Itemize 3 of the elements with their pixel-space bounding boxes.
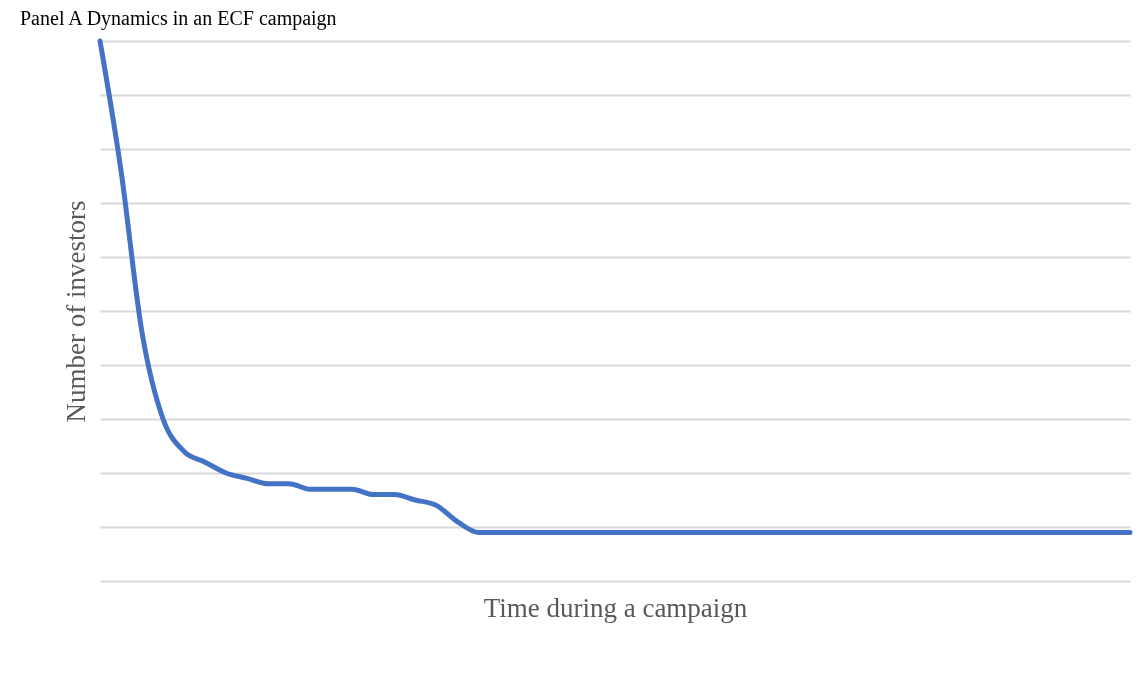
chart-title: Panel A Dynamics in an ECF campaign bbox=[20, 6, 337, 30]
y-axis-title: Number of investors bbox=[60, 200, 91, 423]
x-axis-title: Time during a campaign bbox=[483, 592, 748, 623]
